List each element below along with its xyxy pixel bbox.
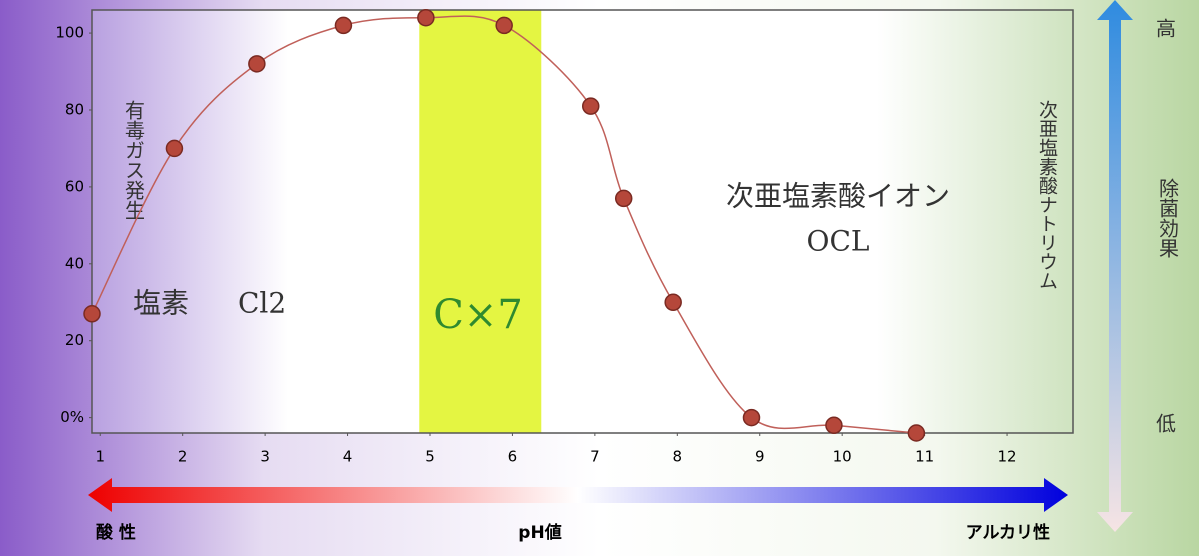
annotation: 次亜塩素酸ナトリウム <box>1036 100 1058 290</box>
point <box>417 8 435 27</box>
y-tick-label: 60 <box>65 177 84 195</box>
point <box>334 16 353 35</box>
bottom-label: アルカリ性 <box>966 522 1050 543</box>
annotation: 次亜塩素酸イオン <box>726 180 950 213</box>
y-tick-label: 100 <box>55 24 84 42</box>
ph-arrow <box>88 478 1068 512</box>
annotation: Cl2 <box>238 287 286 320</box>
point <box>614 189 633 208</box>
right-label: 除菌効果 <box>1156 178 1180 258</box>
point <box>495 16 513 35</box>
plot-area <box>92 10 1073 433</box>
x-tick-label: 9 <box>755 448 765 466</box>
point <box>248 55 266 73</box>
annotation: OCL <box>807 225 870 258</box>
bottom-label: 酸 性 <box>96 522 136 543</box>
x-tick-label: 12 <box>998 448 1017 466</box>
point <box>907 424 926 442</box>
y-tick-label: 40 <box>65 254 84 272</box>
effect-arrow <box>1097 0 1133 532</box>
y-tick-label: 0% <box>60 408 84 426</box>
point <box>581 97 600 115</box>
y-tick-label: 20 <box>65 331 84 349</box>
x-tick-label: 11 <box>915 448 934 466</box>
x-tick-label: 6 <box>508 448 518 466</box>
point <box>825 416 843 435</box>
x-tick-label: 7 <box>590 448 600 466</box>
x-tick-label: 4 <box>343 448 353 466</box>
bottom-label: pH値 <box>518 522 561 543</box>
point <box>664 293 682 312</box>
right-label: 高 <box>1156 17 1176 41</box>
annotation: 有毒ガス発生 <box>122 100 146 220</box>
x-tick-label: 3 <box>260 448 270 466</box>
x-tick-label: 2 <box>178 448 188 466</box>
x-tick-label: 1 <box>95 448 105 466</box>
x-tick-label: 5 <box>425 448 435 466</box>
point <box>742 408 761 427</box>
annotation: C×7 <box>433 292 523 338</box>
y-tick-label: 80 <box>65 100 84 118</box>
point <box>83 305 101 323</box>
x-tick-label: 8 <box>673 448 683 466</box>
x-tick-label: 10 <box>833 448 852 466</box>
point <box>165 139 184 158</box>
right-label: 低 <box>1156 412 1176 436</box>
plot-frame <box>91 9 1074 434</box>
annotation: 塩素 <box>133 287 189 320</box>
highlight-band <box>419 10 542 433</box>
